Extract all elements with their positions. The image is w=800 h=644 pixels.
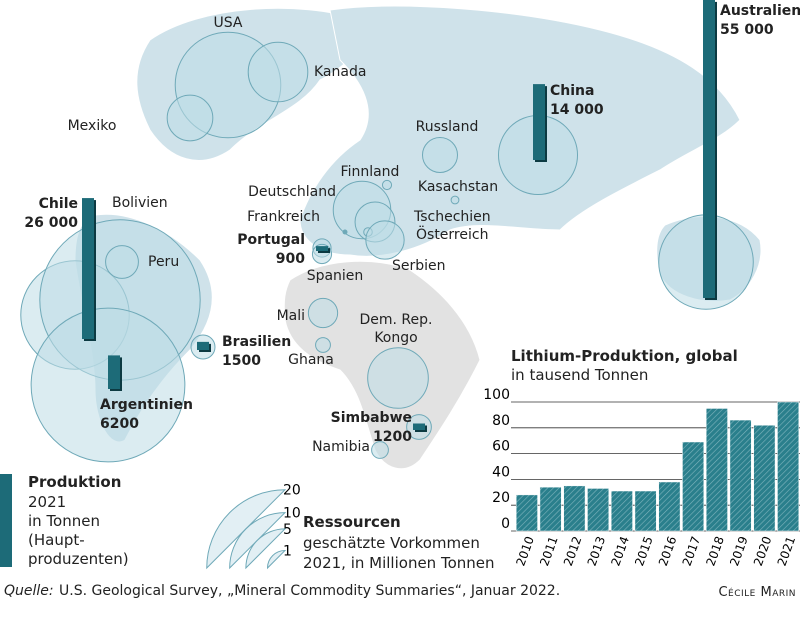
production-label: 26 000 — [24, 215, 78, 231]
country-label: Dem. Rep. Kongo — [359, 312, 433, 346]
country-label: Serbien — [392, 258, 446, 274]
legend-title: Produktion — [28, 473, 122, 491]
resource-circle — [105, 245, 139, 279]
country-label: Tschechien — [414, 209, 491, 225]
resource-circle — [30, 307, 186, 463]
country-label: Kanada — [314, 64, 367, 80]
country-label: Mexiko — [67, 118, 117, 134]
chart-title: Lithium-Produktion, global — [511, 347, 738, 365]
resource-circle — [371, 441, 389, 459]
resource-circle — [450, 195, 460, 205]
country-label: China — [550, 83, 595, 99]
marker-dot — [342, 229, 348, 235]
country-label: Frankreich — [247, 209, 320, 225]
bar — [515, 494, 538, 532]
country-label: Argentinien — [100, 397, 193, 413]
legend-text: 2021 — [28, 493, 67, 511]
production-label: 14 000 — [550, 102, 604, 118]
source-label: Quelle: — [4, 583, 54, 599]
country-label: Brasilien — [222, 334, 292, 350]
y-tick-label: 100 — [483, 387, 510, 403]
legend-text: produzenten) — [28, 550, 129, 568]
country-label: Kasachstan — [417, 179, 499, 195]
credit: Cécile Marin — [718, 585, 796, 600]
production-bar — [703, 0, 715, 299]
production-label: 6200 — [100, 416, 139, 432]
production-bar — [108, 355, 120, 389]
resource-circle — [307, 297, 339, 329]
legend-circle — [245, 528, 287, 570]
resource-circle — [422, 137, 458, 173]
y-tick-label: 80 — [492, 413, 510, 429]
resource-circle — [166, 94, 214, 142]
legend-text: (Haupt- — [28, 531, 85, 549]
production-bar — [316, 246, 328, 251]
country-label: Spanien — [306, 268, 364, 284]
country-label: Chile — [38, 196, 78, 212]
bar — [587, 488, 610, 532]
bar — [539, 486, 562, 532]
y-tick-label: 0 — [501, 516, 510, 532]
country-label: Portugal — [237, 232, 305, 248]
resource-circle — [381, 179, 393, 191]
production-bar — [197, 341, 209, 350]
bar — [777, 401, 800, 532]
country-label: Namibia — [312, 439, 370, 455]
legend-circle — [206, 489, 287, 570]
y-tick-label: 60 — [492, 439, 510, 455]
legend-bar — [0, 474, 12, 567]
legend-circle — [266, 549, 287, 570]
production-label: 1200 — [373, 429, 412, 445]
country-label: Bolivien — [112, 195, 168, 211]
legend-tick: 5 — [283, 522, 292, 538]
production-bar — [533, 84, 545, 160]
bar — [658, 481, 681, 532]
country-label: Russland — [415, 119, 479, 135]
y-tick-label: 20 — [492, 490, 510, 506]
bar — [610, 490, 633, 532]
bar — [705, 408, 728, 532]
country-label: Mali — [276, 308, 305, 324]
country-label: USA — [213, 15, 243, 31]
resource-circle — [247, 41, 309, 103]
bar — [753, 424, 776, 532]
resource-circle — [367, 347, 429, 409]
legend-tick: 20 — [283, 483, 301, 499]
country-label: Ghana — [288, 352, 334, 368]
chart-subtitle: in tausend Tonnen — [511, 366, 649, 384]
country-label: Simbabwe — [330, 410, 412, 426]
legend-tick: 10 — [283, 506, 301, 522]
country-label: Peru — [148, 254, 180, 270]
resource-circle — [315, 337, 331, 353]
country-label: Österreich — [416, 227, 489, 243]
country-label: Deutschland — [248, 184, 336, 200]
country-label: Finnland — [340, 164, 400, 180]
country-label: Australien — [720, 3, 800, 19]
bar — [729, 419, 752, 532]
legend-text: 2021, in Millionen Tonnen — [303, 554, 495, 572]
production-label: 900 — [275, 251, 305, 267]
legend-title: Ressourcen — [303, 513, 401, 531]
resource-circle — [365, 220, 405, 260]
legend-tick: 1 — [283, 544, 292, 560]
source-text: U.S. Geological Survey, „Mineral Commodi… — [59, 583, 561, 599]
y-tick-label: 40 — [492, 464, 510, 480]
bar — [563, 485, 586, 532]
production-label: 55 000 — [720, 22, 774, 38]
production-bar — [82, 198, 94, 339]
production-label: 1500 — [222, 353, 261, 369]
bar — [634, 490, 657, 532]
bar — [682, 441, 705, 532]
production-bar — [413, 423, 425, 430]
legend-text: geschätzte Vorkommen — [303, 534, 480, 552]
legend-text: in Tonnen — [28, 512, 100, 530]
